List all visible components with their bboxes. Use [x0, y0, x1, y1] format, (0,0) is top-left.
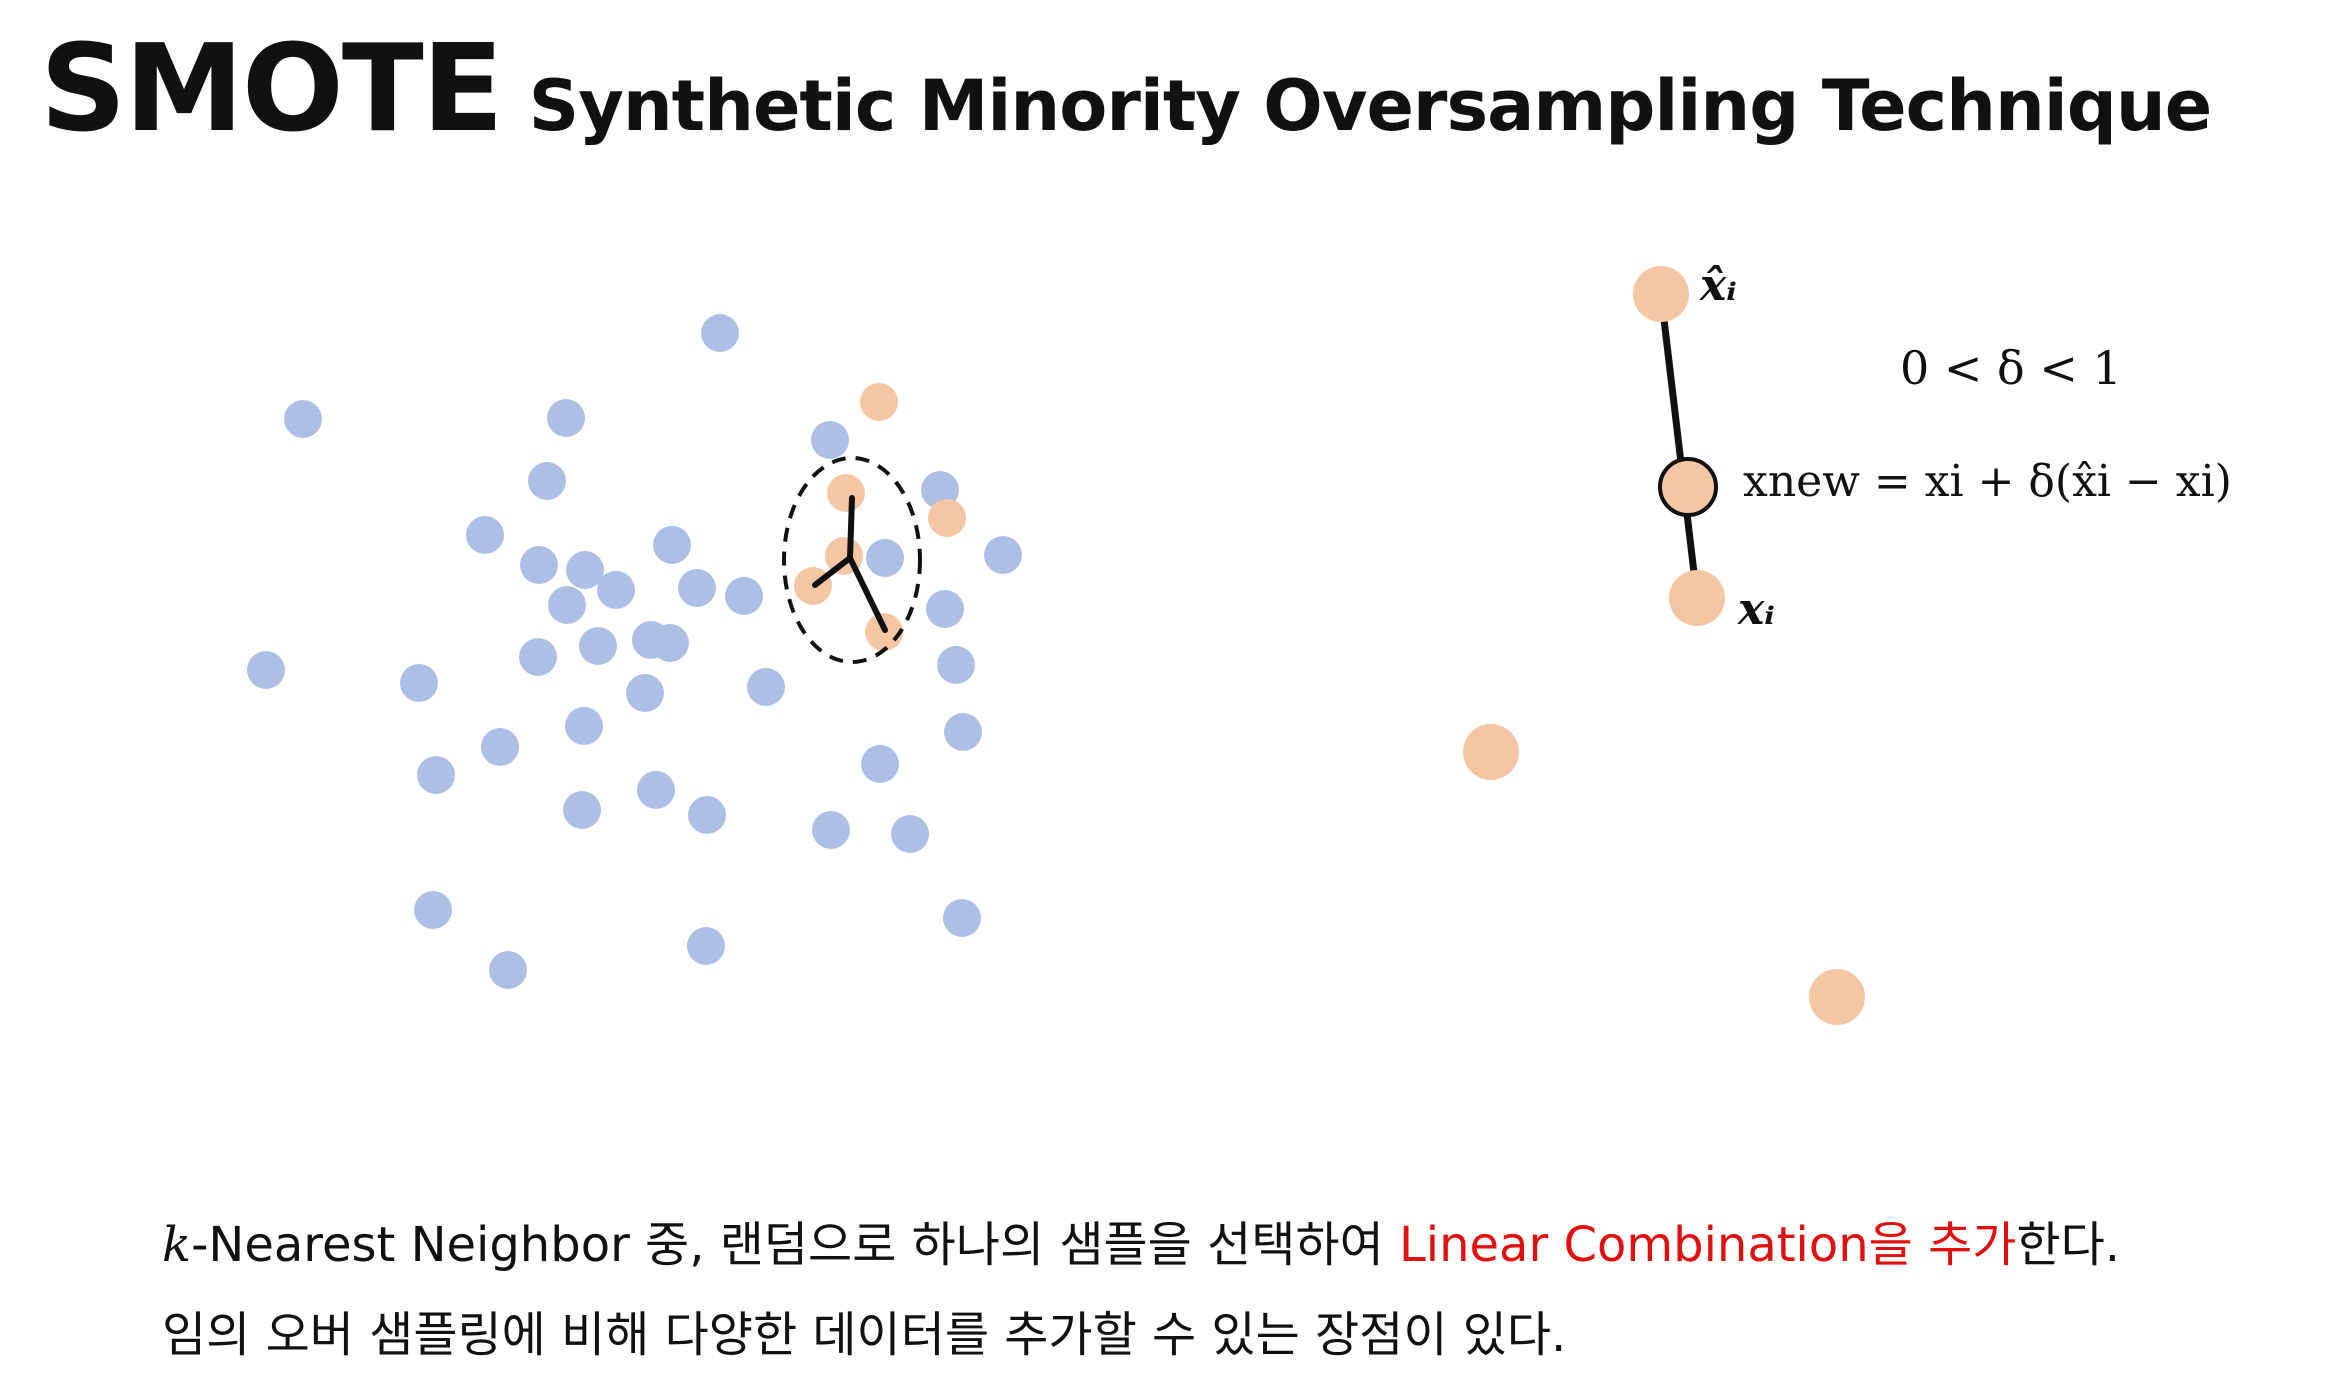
label-x-hat-i-text: x̂ᵢ	[1699, 260, 1737, 311]
majority-point	[984, 536, 1022, 574]
majority-point	[417, 756, 455, 794]
majority-point	[519, 638, 557, 676]
knn-line-left	[812, 555, 853, 588]
page-title: SMOTE Synthetic Minority Oversampling Te…	[40, 20, 2212, 159]
interpolation-illustration	[1633, 266, 1725, 626]
majority-point	[937, 646, 975, 684]
majority-point	[284, 400, 322, 438]
majority-point	[637, 771, 675, 809]
majority-point	[943, 899, 981, 937]
majority-point	[811, 421, 849, 459]
majority-point	[678, 569, 716, 607]
label-delta-range-text: 0 < δ < 1	[1900, 341, 2122, 395]
minority-point	[1809, 969, 1865, 1025]
minority-point	[928, 499, 966, 537]
knn-neighborhood-ellipse	[782, 456, 922, 664]
title-subtitle: Synthetic Minority Oversampling Techniqu…	[528, 65, 2212, 147]
majority-point	[866, 539, 904, 577]
majority-point	[466, 516, 504, 554]
majority-point	[701, 314, 739, 352]
minority-point	[1463, 724, 1519, 780]
minority-point	[860, 383, 898, 421]
majority-point	[653, 526, 691, 564]
majority-point	[563, 791, 601, 829]
majority-point	[944, 713, 982, 751]
majority-point	[489, 951, 527, 989]
majority-point	[725, 577, 763, 615]
knn-connection-lines	[812, 495, 888, 633]
majority-class-points	[247, 314, 1022, 989]
knn-line-up	[847, 495, 855, 561]
title-smote: SMOTE	[40, 20, 504, 159]
label-x-hat-i: x̂ᵢ	[1699, 260, 1737, 311]
majority-point	[565, 707, 603, 745]
majority-point	[688, 796, 726, 834]
majority-point	[481, 728, 519, 766]
label-x-i: xᵢ	[1737, 584, 1775, 635]
majority-point	[687, 927, 725, 965]
majority-point	[247, 651, 285, 689]
caption-line-2: 임의 오버 샘플링에 비해 다양한 데이터를 추가할 수 있는 장점이 있다.	[162, 1307, 1567, 1363]
majority-point	[414, 891, 452, 929]
caption-k-variable: k	[162, 1217, 192, 1273]
majority-point	[566, 551, 604, 589]
minority-point	[827, 474, 865, 512]
majority-point	[926, 590, 964, 628]
majority-point	[547, 399, 585, 437]
caption-line-1-end: 한다.	[2016, 1217, 2120, 1273]
label-x-new-formula-text: xnew = xi + δ(x̂i − xi)	[1743, 456, 2232, 507]
majority-point	[528, 462, 566, 500]
label-x-new-formula: xnew = xi + δ(x̂i − xi)	[1743, 456, 2232, 507]
majority-point	[861, 745, 899, 783]
caption-line-1: k-Nearest Neighbor 중, 랜덤으로 하나의 샘플을 선택하여 …	[162, 1205, 2120, 1275]
majority-point	[520, 546, 558, 584]
interpolation-line	[1657, 293, 1701, 599]
x-hat-i-point	[1633, 266, 1689, 322]
label-x-i-text: xᵢ	[1737, 584, 1775, 635]
majority-point	[548, 586, 586, 624]
x-i-point	[1669, 570, 1725, 626]
caption-highlight: Linear Combination을 추가	[1399, 1217, 2017, 1273]
x-new-point	[1658, 457, 1718, 517]
caption-line-1-text: -Nearest Neighbor 중, 랜덤으로 하나의 샘플을 선택하여	[191, 1217, 1400, 1273]
majority-point	[747, 668, 785, 706]
majority-point	[812, 811, 850, 849]
majority-point	[891, 815, 929, 853]
majority-point	[626, 674, 664, 712]
majority-point	[651, 624, 689, 662]
majority-point	[400, 664, 438, 702]
label-delta-range: 0 < δ < 1	[1900, 341, 2122, 395]
majority-point	[597, 571, 635, 609]
knn-line-down	[847, 555, 888, 633]
majority-point	[579, 627, 617, 665]
